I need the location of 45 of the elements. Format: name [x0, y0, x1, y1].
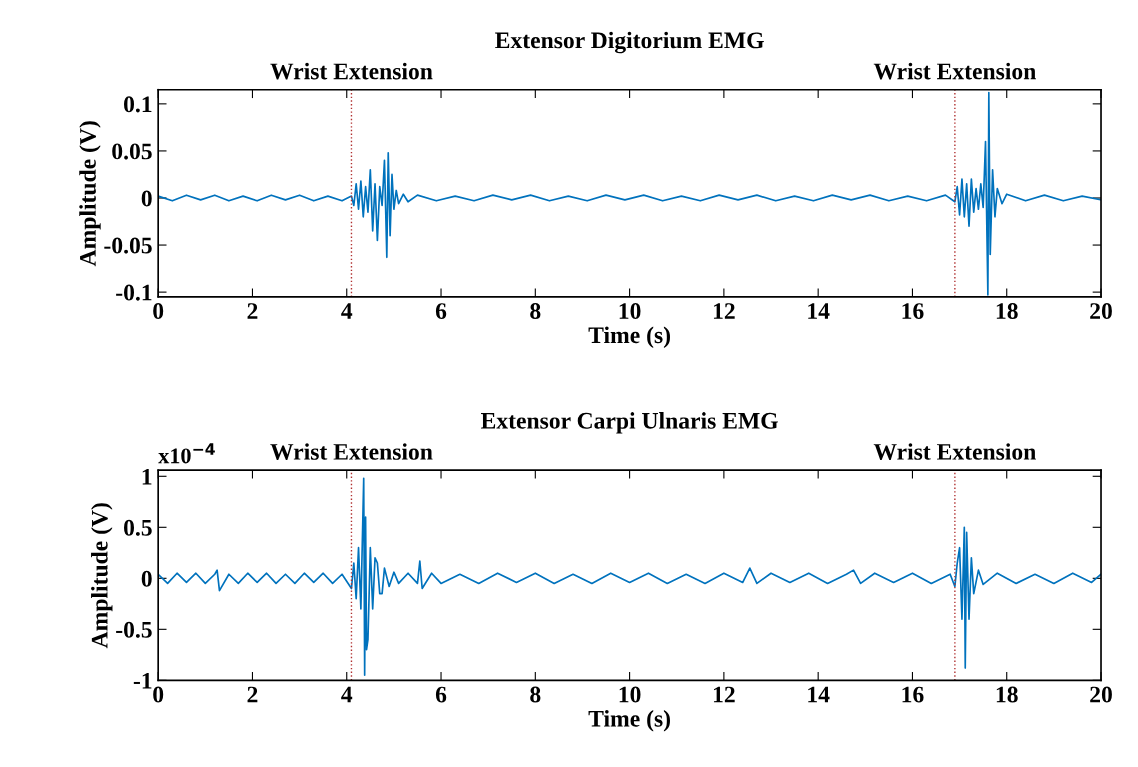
y-axis-title: Amplitude (V): [79, 121, 101, 267]
y-tick-label: -1: [133, 672, 152, 689]
x-tick-label: 20: [1090, 303, 1112, 319]
x-tick-label: 8: [530, 303, 541, 319]
ref-line-label: Wrist Extension: [873, 443, 1036, 460]
y-tick-label: -0.05: [104, 237, 152, 254]
x-tick-label: 2: [247, 686, 258, 703]
y-axis-title: Amplitude (V): [91, 503, 113, 649]
y-tick-label: 0: [141, 570, 152, 587]
text: x10$^{−4}$: [158, 443, 215, 464]
x-tick-label: 20: [1090, 686, 1112, 703]
line-series: [158, 477, 1102, 677]
line-series: [158, 91, 1102, 296]
x-tick-label: 10: [619, 686, 641, 703]
x-tick-label: 12: [713, 686, 735, 703]
x-tick-label: 10: [619, 303, 641, 319]
x-tick-label: 12: [713, 303, 735, 319]
x-tick-label: 14: [808, 686, 830, 703]
x-tick-label: 18: [996, 303, 1018, 319]
x-tick-label: 8: [530, 686, 541, 703]
y-tick-label: -0.1: [116, 284, 152, 301]
x-axis-title: Time (s): [588, 710, 670, 732]
x-tick-label: 4: [341, 686, 353, 703]
x-tick-label: 4: [341, 303, 353, 319]
y-tick-label: 0: [141, 190, 152, 207]
x-tick-label: 14: [808, 303, 830, 319]
x-tick-label: 6: [435, 686, 447, 703]
x-tick-label: 18: [996, 686, 1018, 703]
y-tick-label: -0.5: [116, 621, 152, 638]
x-tick-label: 6: [435, 303, 447, 319]
x-tick-label: 0: [153, 686, 164, 703]
chart-title: Extensor Digitorium EMG: [495, 31, 764, 54]
ref-line-label: Wrist Extension: [270, 62, 433, 80]
ref-line-label: Wrist Extension: [873, 62, 1036, 80]
ref-line-label: Wrist Extension: [270, 443, 433, 460]
x-tick-label: 16: [902, 686, 924, 703]
x-tick-label: 2: [247, 303, 258, 319]
x-tick-label: 0: [153, 303, 164, 319]
x-tick-label: 16: [902, 303, 924, 319]
y-tick-label: 1: [142, 468, 152, 485]
x-axis-title: Time (s): [588, 326, 670, 348]
y-tick-label: 0.05: [112, 143, 152, 160]
y-tick-label: 0.1: [124, 96, 152, 113]
chart-title: Extensor Carpi Ulnaris EMG: [481, 412, 778, 434]
y-tick-label: 0.5: [124, 519, 152, 536]
